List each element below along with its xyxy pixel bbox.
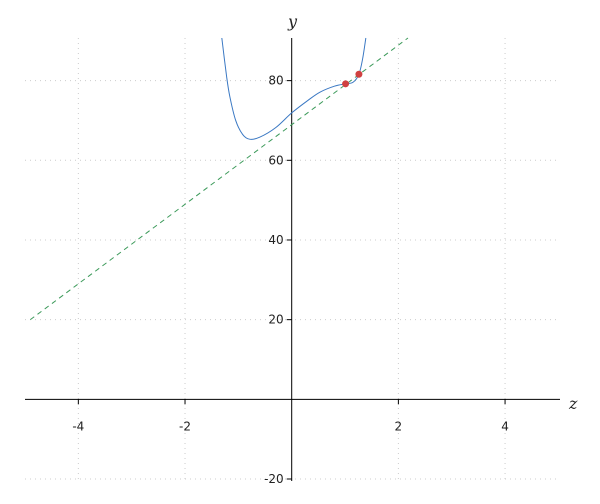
- function-curve: [221, 37, 367, 140]
- y-tick-label: -20: [264, 472, 284, 486]
- ticks: -4 -2 2 4 -20 20 40 60 80: [72, 74, 509, 486]
- x-tick-label: -4: [72, 419, 84, 433]
- grid: [25, 38, 560, 481]
- y-tick-label: 20: [268, 313, 283, 327]
- y-tick-label: 40: [268, 233, 283, 247]
- y-axis-label: y: [287, 12, 298, 31]
- y-tick-label: 60: [268, 153, 283, 167]
- highlight-point: [342, 80, 350, 88]
- x-tick-label: 4: [501, 419, 509, 433]
- series-layer: [30, 37, 409, 321]
- x-tick-label: -2: [179, 419, 191, 433]
- tangent-line: [30, 37, 409, 321]
- x-tick-label: 2: [395, 419, 403, 433]
- x-axis-label: z: [568, 394, 578, 413]
- y-tick-label: 80: [268, 74, 283, 88]
- axes: [25, 38, 560, 481]
- highlight-point: [355, 70, 363, 78]
